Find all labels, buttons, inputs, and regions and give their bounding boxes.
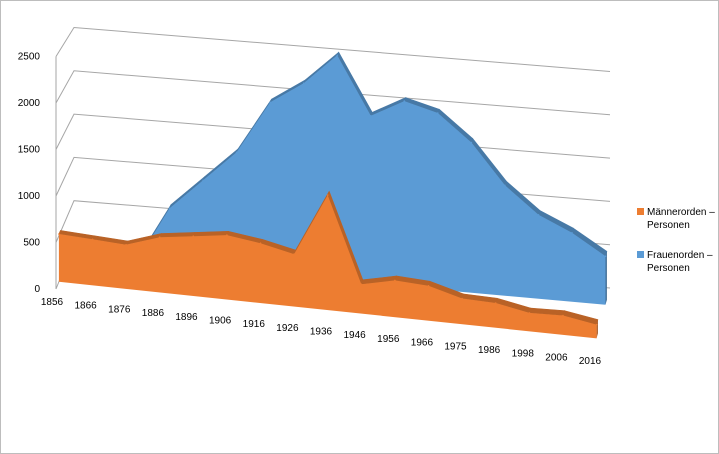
x-tick-label: 1966 bbox=[411, 338, 434, 349]
maennerorden-point-1876 bbox=[125, 243, 127, 246]
frauenorden-point-2006 bbox=[571, 232, 573, 234]
frauenorden-point-1975 bbox=[470, 141, 473, 144]
frauenorden-point-1986 bbox=[504, 184, 506, 187]
legend-swatch bbox=[637, 208, 644, 215]
x-tick-label: 1916 bbox=[243, 319, 266, 330]
legend-label: Männerorden – Personen bbox=[647, 207, 715, 231]
frauenorden-end-cap bbox=[605, 251, 607, 305]
maennerorden-point-2006 bbox=[562, 314, 564, 317]
x-tick-label: 1936 bbox=[310, 327, 333, 338]
frauenorden-point-1906 bbox=[235, 151, 238, 154]
frauenorden-point-2016 bbox=[604, 255, 607, 257]
maennerorden-point-1956 bbox=[394, 279, 396, 282]
x-tick-label: 1906 bbox=[209, 315, 232, 326]
maennerorden-point-2016 bbox=[595, 323, 598, 326]
frauenorden-point-1916 bbox=[269, 101, 272, 104]
maennerorden-point-1886 bbox=[158, 236, 161, 238]
x-tick-label: 2016 bbox=[579, 356, 602, 367]
maennerorden-point-1975 bbox=[461, 297, 463, 300]
frauenorden-point-1946 bbox=[370, 115, 372, 117]
x-tick-label: 1866 bbox=[74, 301, 97, 312]
frauenorden-point-1926 bbox=[302, 82, 305, 84]
maennerorden-series bbox=[58, 190, 599, 339]
x-tick-label: 1876 bbox=[108, 304, 131, 315]
series-front-layer bbox=[58, 190, 599, 339]
maennerorden-point-1856 bbox=[58, 233, 60, 235]
maennerorden-point-1936 bbox=[326, 194, 329, 196]
maennerorden-point-1986 bbox=[494, 302, 497, 304]
x-tick-label: 1946 bbox=[343, 330, 366, 341]
frauenorden-point-1886 bbox=[168, 207, 171, 209]
x-tick-label: 1975 bbox=[444, 341, 467, 352]
y-axis-ticks: 0 500 1000 1500 2000 2500 bbox=[18, 52, 41, 296]
maennerorden-point-1998 bbox=[528, 312, 531, 314]
y-tick-label: 0 bbox=[34, 284, 40, 295]
maennerorden-point-1926 bbox=[293, 253, 295, 255]
maennerorden-point-1906 bbox=[226, 234, 228, 236]
legend: Männerorden – Personen Frauenorden – Person… bbox=[637, 207, 715, 274]
maennerorden-front-face bbox=[58, 195, 597, 339]
x-axis-ticks: 1856 1866 1876 1886 1896 1906 1916 1926 1936 1946… bbox=[41, 297, 602, 367]
maennerorden-point-1966 bbox=[427, 285, 430, 287]
frauenorden-point-1936 bbox=[336, 54, 339, 57]
maennerorden-point-1896 bbox=[192, 235, 195, 237]
x-tick-label: 1926 bbox=[276, 323, 299, 334]
legend-swatch bbox=[637, 251, 644, 258]
maennerorden-point-1916 bbox=[259, 242, 262, 244]
y-tick-label: 2000 bbox=[18, 98, 41, 109]
x-tick-label: 1886 bbox=[142, 308, 165, 319]
legend-label: Frauenorden – Personen bbox=[647, 250, 713, 274]
y-tick-label: 1000 bbox=[18, 191, 41, 202]
frauenorden-point-1896 bbox=[202, 179, 204, 182]
y-tick-label: 2500 bbox=[18, 52, 41, 63]
gridline bbox=[55, 26, 611, 72]
gridline bbox=[55, 70, 611, 116]
maennerorden-point-1946 bbox=[360, 283, 363, 286]
y-tick-label: 1500 bbox=[18, 145, 41, 156]
x-tick-label: 1896 bbox=[175, 312, 198, 323]
y-tick-label: 500 bbox=[23, 238, 40, 249]
x-tick-label: 1986 bbox=[478, 345, 501, 356]
x-tick-label: 1856 bbox=[41, 297, 64, 308]
x-tick-label: 1956 bbox=[377, 334, 400, 345]
frauenorden-point-1966 bbox=[437, 112, 439, 114]
frauenorden-point-1956 bbox=[403, 100, 406, 102]
maennerorden-point-1866 bbox=[91, 238, 94, 241]
frauenorden-point-1998 bbox=[537, 214, 540, 216]
x-tick-label: 2006 bbox=[545, 352, 568, 363]
x-tick-label: 1998 bbox=[512, 349, 535, 360]
